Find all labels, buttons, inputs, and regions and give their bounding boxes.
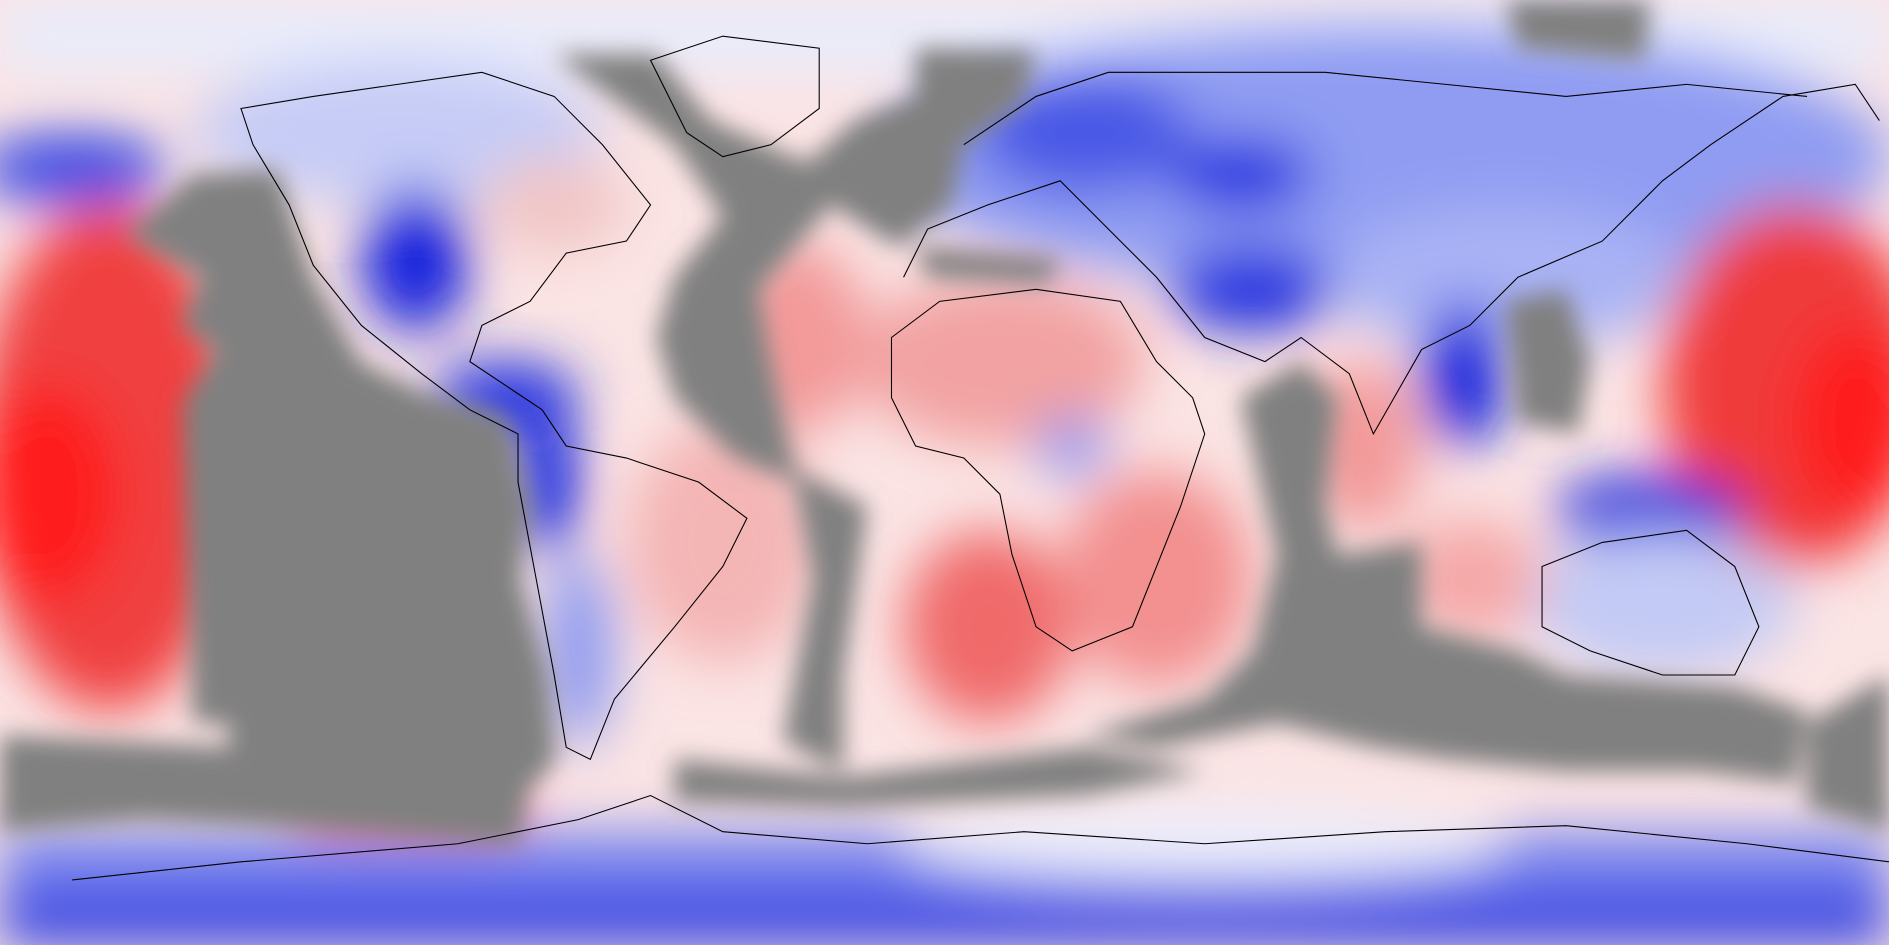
coastlines (72, 35, 1889, 881)
no-data-mask (0, 0, 1889, 844)
